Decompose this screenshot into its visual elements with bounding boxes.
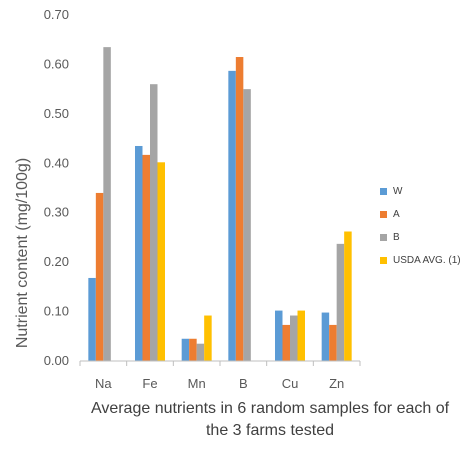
y-tick-label: 0.70	[44, 7, 69, 22]
y-tick-label: 0.60	[44, 56, 69, 71]
x-category-label: B	[239, 376, 248, 391]
legend-swatch	[380, 233, 387, 241]
bar-mn-series-3	[196, 343, 205, 361]
y-tick-label: 0.50	[44, 106, 69, 121]
bar-b-series-3	[243, 89, 251, 362]
bar-mn-series-1	[181, 338, 190, 361]
bars	[88, 47, 352, 362]
legend-item: A	[380, 208, 461, 220]
bar-b-series-1	[228, 70, 236, 362]
bar-na-series-1	[88, 277, 96, 361]
bar-mn-series-4	[204, 315, 212, 361]
bar-b-series-2	[235, 57, 244, 362]
y-axis-title: Nutrient content (mg/100g)	[14, 158, 31, 348]
bar-zn-series-1	[321, 312, 330, 361]
bar-fe-series-3	[150, 84, 158, 361]
bar-fe-series-2	[142, 154, 150, 361]
legend-item: B	[380, 231, 461, 243]
bar-cu-series-1	[275, 310, 283, 361]
x-category-label: Cu	[282, 376, 299, 391]
legend-label: B	[393, 231, 400, 243]
y-tick-label: 0.10	[44, 304, 69, 319]
x-axis	[79, 360, 361, 366]
legend-label: W	[393, 185, 403, 197]
y-tick-label: 0.20	[44, 254, 69, 269]
bar-zn-series-3	[336, 243, 345, 361]
y-tick-label: 0.00	[44, 353, 69, 368]
x-axis-title: Average nutrients in 6 random samples fo…	[90, 400, 450, 439]
bar-na-series-2	[95, 192, 104, 361]
x-category-label: Fe	[142, 376, 157, 391]
y-axis-ticks: 0.00 0.10 0.20 0.30 0.40 0.50 0.60 0.70	[44, 7, 69, 368]
bar-na-series-3	[103, 47, 111, 361]
x-category-label: Zn	[329, 376, 344, 391]
legend-swatch	[380, 256, 387, 264]
legend-label: A	[393, 208, 400, 220]
bar-fe-series-4	[157, 162, 165, 361]
bar-zn-series-4	[344, 231, 352, 361]
legend-item: USDA AVG. (1)	[380, 254, 461, 266]
x-category-label: Mn	[188, 376, 206, 391]
bar-zn-series-2	[329, 324, 337, 361]
bar-cu-series-2	[282, 324, 290, 361]
legend-item: W	[380, 185, 461, 197]
x-axis-categories: Na Fe Mn B Cu Zn	[95, 376, 344, 391]
y-tick-label: 0.30	[44, 205, 69, 220]
legend: W A B USDA AVG. (1)	[380, 185, 461, 277]
bar-fe-series-1	[135, 145, 143, 361]
bar-mn-series-2	[189, 338, 197, 361]
legend-swatch	[380, 187, 387, 195]
legend-label: USDA AVG. (1)	[393, 254, 461, 266]
y-tick-label: 0.40	[44, 155, 69, 170]
bar-cu-series-3	[290, 315, 298, 361]
bar-cu-series-4	[297, 310, 305, 361]
legend-swatch	[380, 210, 387, 218]
x-category-label: Na	[95, 376, 112, 391]
